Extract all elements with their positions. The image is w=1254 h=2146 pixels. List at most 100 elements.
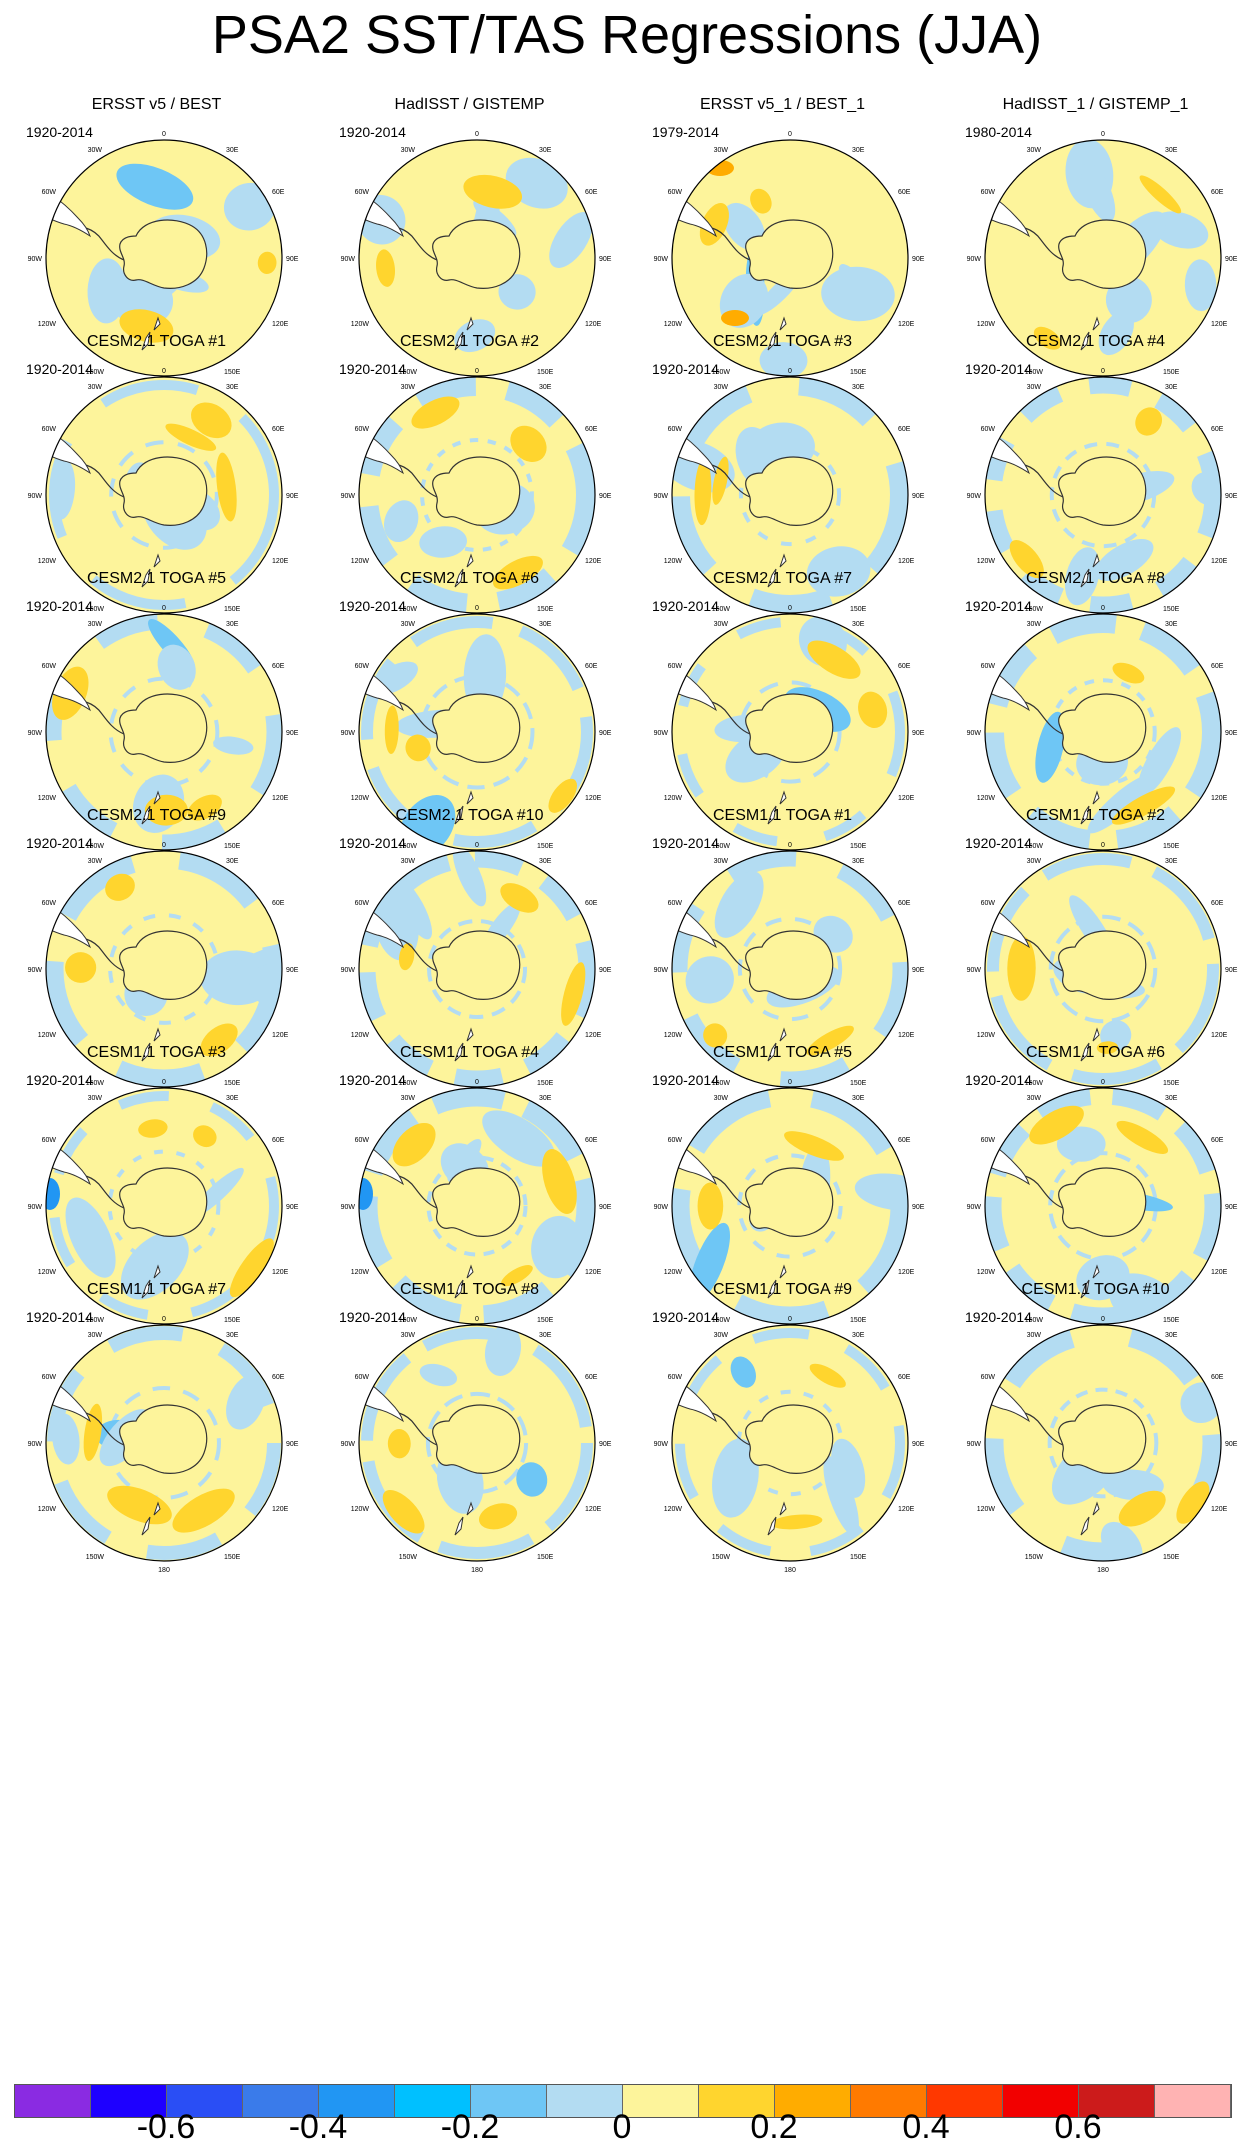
- longitude-label: 90W: [28, 730, 43, 737]
- longitude-label: 120W: [664, 1032, 683, 1039]
- longitude-label: 90W: [341, 256, 356, 263]
- longitude-label: 120W: [38, 795, 57, 802]
- map-panel: CESM1.1 TOGA #3018030W60W90W120W150W30E6…: [0, 1034, 313, 1354]
- negative-anomaly-ring-inner: [109, 440, 219, 550]
- positive-anomaly-region: [1176, 1481, 1210, 1524]
- longitude-label: 60E: [898, 663, 911, 670]
- new-zealand-landmass: [767, 1027, 787, 1062]
- positive-anomaly-region: [1116, 1120, 1169, 1155]
- longitude-label: 60E: [1211, 900, 1224, 907]
- longitude-label: 60E: [1211, 1137, 1224, 1144]
- longitude-label: 90W: [967, 1204, 982, 1211]
- new-zealand-landmass: [454, 1501, 474, 1536]
- panel-title: CESM2.1 TOGA #10: [395, 807, 544, 824]
- longitude-label: 90E: [912, 1441, 925, 1448]
- longitude-label: 150W: [86, 1554, 105, 1561]
- positive-anomaly-region: [712, 456, 729, 505]
- colorbar-swatch: [91, 2085, 167, 2117]
- negative-anomaly-ring: [987, 853, 1219, 1085]
- negative-anomaly-region: [730, 1356, 756, 1388]
- longitude-label: 120E: [898, 1032, 915, 1039]
- map-boundary-circle: [358, 376, 596, 614]
- longitude-label: 120W: [977, 795, 996, 802]
- antarctica-outline: [1058, 693, 1147, 763]
- colorbar-swatch: [699, 2085, 775, 2117]
- panel-title: CESM1.1 TOGA #6: [1025, 1044, 1166, 1061]
- longitude-label: 60E: [272, 663, 285, 670]
- antarctic-peninsula-outline: [1024, 701, 1064, 735]
- colorbar-tick-label: -0.6: [136, 2108, 196, 2146]
- longitude-label: 90E: [599, 493, 612, 500]
- panel-title: CESM1.1 TOGA #4: [399, 1044, 540, 1061]
- longitude-label: 150W: [399, 1317, 418, 1324]
- negative-anomaly-region: [419, 526, 467, 558]
- new-zealand-landmass: [141, 1264, 161, 1299]
- panel-period: 1920-2014: [26, 598, 93, 614]
- new-zealand-landmass: [767, 1501, 787, 1536]
- negative-anomaly-region: [1064, 547, 1100, 606]
- longitude-label: 0: [1101, 368, 1105, 375]
- map-panel: CESM1.1 TOGA #7 0 180 30W 60W 90W 120W 150W 30E 6…: [0, 1271, 313, 1591]
- antarctica-outline: [745, 219, 834, 289]
- panel-period: 1920-2014: [339, 361, 406, 377]
- new-zealand-landmass: [767, 316, 787, 351]
- australia-landmass: [596, 1453, 617, 1531]
- longitude-label: 120W: [977, 1032, 996, 1039]
- longitude-label: 60E: [1211, 663, 1224, 670]
- new-zealand-landmass: [454, 316, 474, 351]
- negative-anomaly-region: [213, 736, 254, 755]
- longitude-label: 150E: [850, 1317, 867, 1324]
- positive-anomaly-region: [1111, 786, 1176, 825]
- longitude-label: 0: [475, 1316, 479, 1323]
- new-zealand-landmass: [141, 790, 161, 825]
- negative-anomaly-region: [821, 266, 895, 322]
- positive-anomaly-region: [1096, 1041, 1119, 1054]
- map-panel: CESM2.1 TOGA #6018030W60W90W120W150W30E6…: [313, 560, 626, 880]
- antarctic-peninsula-outline: [85, 1412, 125, 1446]
- colorbar-swatch: [471, 2085, 547, 2117]
- panel-title: CESM2.1 TOGA #3: [712, 333, 853, 350]
- positive-anomaly-region: [1029, 1105, 1084, 1145]
- colorbar-tick-label: 0.4: [902, 2108, 950, 2146]
- longitude-label: 150W: [1025, 1080, 1044, 1087]
- longitude-label: 90E: [599, 1441, 612, 1448]
- longitude-label: 30W: [1027, 621, 1042, 628]
- map-panel: CESM2.1 TOGA #7018030W60W90W120W150W30E6…: [626, 560, 939, 880]
- longitude-label: 0: [475, 368, 479, 375]
- map-panel: CESM2.1 TOGA #9018030W60W90W120W150W30E6…: [0, 797, 313, 1117]
- map-panel: ERSST v5_1 / BEST_1018030W60W90W120W150W…: [626, 86, 939, 406]
- longitude-label: 30W: [714, 1095, 729, 1102]
- longitude-label: 150E: [537, 1080, 554, 1087]
- panel-title: CESM1.1 TOGA #2: [1025, 807, 1166, 824]
- longitude-label: 150E: [537, 606, 554, 613]
- longitude-label: 150W: [712, 1554, 731, 1561]
- negative-anomaly-ring: [359, 377, 595, 613]
- longitude-label: 30E: [226, 147, 239, 154]
- longitude-label: 120E: [585, 558, 602, 565]
- panel-period: 1920-2014: [339, 124, 406, 140]
- negative-anomaly-region: [516, 1462, 548, 1497]
- positive-anomaly-region: [479, 1503, 518, 1530]
- positive-anomaly-region: [382, 1490, 425, 1534]
- negative-anomaly-region: [157, 644, 196, 690]
- longitude-label: 150E: [537, 843, 554, 850]
- positive-anomaly-region: [697, 1182, 724, 1230]
- longitude-label: 60W: [42, 1137, 57, 1144]
- longitude-label: 150E: [537, 369, 554, 376]
- longitude-label: 60E: [1211, 426, 1224, 433]
- negative-anomaly-region: [52, 1413, 80, 1465]
- antarctica-outline: [745, 1167, 834, 1237]
- map-panel: CESM2.1 TOGA #5018030W60W90W120W150W30E6…: [0, 560, 313, 880]
- positive-anomaly-region: [699, 202, 729, 246]
- longitude-label: 120W: [664, 1506, 683, 1513]
- longitude-label: 60E: [272, 1137, 285, 1144]
- longitude-label: 90E: [599, 967, 612, 974]
- longitude-label: 90W: [967, 1441, 982, 1448]
- longitude-label: 90E: [912, 1204, 925, 1211]
- longitude-label: 0: [1101, 842, 1105, 849]
- longitude-label: 150W: [712, 843, 731, 850]
- negative-anomaly-region: [712, 1438, 759, 1518]
